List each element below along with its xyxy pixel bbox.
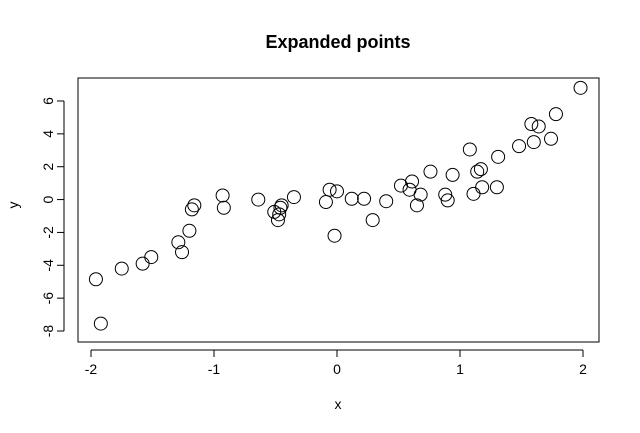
x-tick-label: 2 [579,361,587,377]
data-point [171,235,186,250]
data-point [409,198,424,213]
y-tick-label: 0 [40,195,56,203]
data-point [286,190,301,205]
y-tick-label: -2 [40,226,56,239]
x-tick-label: 1 [456,361,464,377]
plot-frame [77,77,600,343]
data-point [251,192,266,207]
data-point [405,174,420,189]
data-point [273,200,288,215]
y-axis-label: y [5,202,21,209]
data-point [144,250,159,265]
data-point [175,245,190,260]
data-point [475,180,490,195]
data-point [531,119,546,134]
data-point [327,228,342,243]
data-point [438,187,453,202]
data-point [272,207,287,222]
data-point [215,188,230,203]
data-point [216,200,231,215]
data-point [344,191,359,206]
data-point [462,142,477,157]
data-point [274,198,289,213]
data-point [413,187,428,202]
data-point [114,261,129,276]
x-tick-label: -2 [85,361,98,377]
data-point [526,135,541,150]
x-axis-label: x [335,396,342,412]
data-point [93,316,108,331]
data-point [473,162,488,177]
data-point [184,202,199,217]
data-point [379,194,394,209]
data-point [544,131,559,146]
y-tick-label: -6 [40,292,56,305]
data-point [440,193,455,208]
data-point [466,186,481,201]
data-point [365,213,380,228]
y-tick-label: 4 [40,130,56,138]
data-point [187,198,202,213]
x-tick-label: 0 [333,361,341,377]
data-point [182,223,197,238]
data-point [135,256,150,271]
data-point [491,149,506,164]
data-point [573,80,588,95]
data-point [357,191,372,206]
data-point [88,272,103,287]
data-point [322,182,337,197]
y-tick-label: -8 [40,325,56,338]
y-tick-label: -4 [40,259,56,272]
y-tick-label: 6 [40,97,56,105]
data-points [88,80,588,331]
x-axis: -2 -1 0 1 2 [85,349,587,377]
y-axis: -8 -6 -4 -2 0 2 4 6 [40,97,65,338]
data-point [470,164,485,179]
data-point [318,195,333,210]
data-point [524,117,539,131]
data-point [489,180,504,195]
data-point [445,167,460,182]
data-point [548,107,563,122]
chart-title: Expanded points [265,32,410,52]
data-point [423,164,438,179]
data-point [330,184,344,199]
x-tick-label: -1 [208,361,221,377]
y-tick-label: 2 [40,163,56,171]
data-point [512,139,527,154]
